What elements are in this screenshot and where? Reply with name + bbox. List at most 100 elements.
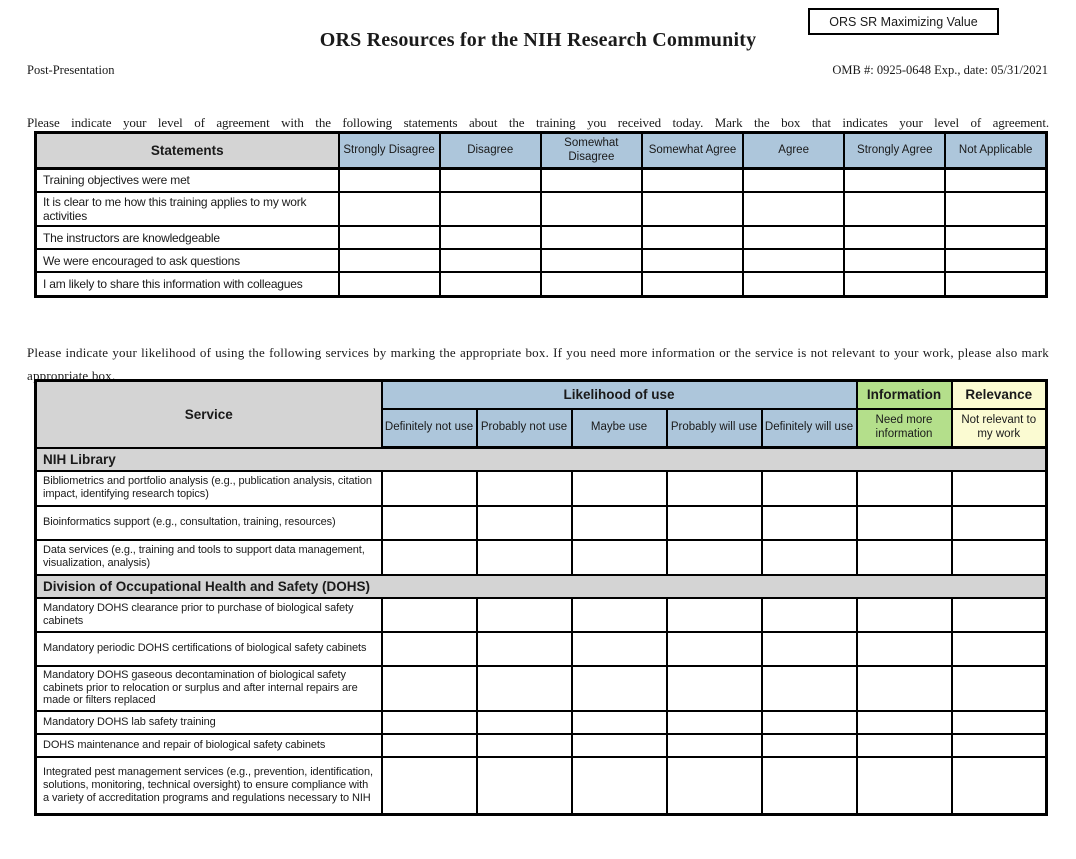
answer-cell[interactable] (855, 538, 953, 576)
answer-cell[interactable] (438, 225, 542, 251)
answer-cell[interactable] (855, 504, 953, 541)
answer-cell[interactable] (855, 709, 953, 735)
answer-cell[interactable] (665, 664, 763, 712)
answer-cell[interactable] (380, 664, 478, 712)
answer-cell[interactable] (665, 596, 763, 633)
answer-cell[interactable] (570, 504, 668, 541)
answer-cell[interactable] (438, 167, 542, 193)
answer-cell[interactable] (843, 225, 947, 251)
answer-cell[interactable] (760, 664, 858, 712)
answer-cell[interactable] (570, 755, 668, 816)
answer-cell[interactable] (640, 248, 745, 274)
answer-cell[interactable] (570, 596, 668, 633)
answer-cell[interactable] (475, 630, 573, 667)
answer-cell[interactable] (475, 504, 573, 541)
answer-cell[interactable] (665, 732, 763, 758)
answer-cell[interactable] (742, 271, 846, 298)
answer-cell[interactable] (438, 190, 542, 228)
answer-cell[interactable] (944, 190, 1048, 228)
answer-cell[interactable] (380, 732, 478, 758)
answer-cell[interactable] (855, 596, 953, 633)
answer-cell[interactable] (665, 504, 763, 541)
answer-cell[interactable] (843, 190, 947, 228)
answer-cell[interactable] (570, 469, 668, 507)
answer-cell[interactable] (380, 469, 478, 507)
service-label: Mandatory DOHS clearance prior to purcha… (34, 596, 383, 633)
answer-cell[interactable] (475, 755, 573, 816)
answer-cell[interactable] (855, 664, 953, 712)
answer-cell[interactable] (640, 271, 745, 298)
answer-cell[interactable] (539, 190, 643, 228)
answer-cell[interactable] (760, 596, 858, 633)
answer-cell[interactable] (539, 225, 643, 251)
answer-cell[interactable] (475, 469, 573, 507)
answer-cell[interactable] (950, 469, 1048, 507)
answer-cell[interactable] (539, 167, 643, 193)
answer-cell[interactable] (950, 664, 1048, 712)
answer-cell[interactable] (950, 538, 1048, 576)
answer-cell[interactable] (475, 664, 573, 712)
answer-cell[interactable] (665, 469, 763, 507)
answer-cell[interactable] (950, 732, 1048, 758)
answer-cell[interactable] (742, 190, 846, 228)
answer-cell[interactable] (760, 709, 858, 735)
answer-cell[interactable] (665, 709, 763, 735)
answer-cell[interactable] (760, 630, 858, 667)
answer-cell[interactable] (640, 190, 745, 228)
answer-cell[interactable] (760, 504, 858, 541)
answer-cell[interactable] (665, 755, 763, 816)
answer-cell[interactable] (855, 630, 953, 667)
answer-cell[interactable] (570, 732, 668, 758)
answer-cell[interactable] (640, 225, 745, 251)
answer-cell[interactable] (475, 709, 573, 735)
answer-cell[interactable] (855, 469, 953, 507)
answer-cell[interactable] (640, 167, 745, 193)
answer-cell[interactable] (944, 248, 1048, 274)
answer-cell[interactable] (843, 248, 947, 274)
answer-cell[interactable] (570, 630, 668, 667)
answer-cell[interactable] (475, 596, 573, 633)
answer-cell[interactable] (665, 630, 763, 667)
answer-cell[interactable] (438, 248, 542, 274)
answer-cell[interactable] (337, 167, 441, 193)
answer-cell[interactable] (855, 732, 953, 758)
service-label: Integrated pest management services (e.g… (34, 755, 383, 816)
answer-cell[interactable] (380, 538, 478, 576)
answer-cell[interactable] (843, 167, 947, 193)
answer-cell[interactable] (337, 225, 441, 251)
answer-cell[interactable] (337, 190, 441, 228)
answer-cell[interactable] (760, 755, 858, 816)
answer-cell[interactable] (742, 167, 846, 193)
answer-cell[interactable] (950, 709, 1048, 735)
answer-cell[interactable] (380, 504, 478, 541)
answer-cell[interactable] (570, 709, 668, 735)
answer-cell[interactable] (944, 271, 1048, 298)
answer-cell[interactable] (438, 271, 542, 298)
answer-cell[interactable] (843, 271, 947, 298)
answer-cell[interactable] (665, 538, 763, 576)
answer-cell[interactable] (539, 271, 643, 298)
answer-cell[interactable] (539, 248, 643, 274)
answer-cell[interactable] (950, 504, 1048, 541)
answer-cell[interactable] (760, 538, 858, 576)
answer-cell[interactable] (760, 732, 858, 758)
answer-cell[interactable] (475, 538, 573, 576)
answer-cell[interactable] (944, 225, 1048, 251)
answer-cell[interactable] (855, 755, 953, 816)
answer-cell[interactable] (742, 248, 846, 274)
answer-cell[interactable] (950, 596, 1048, 633)
answer-cell[interactable] (380, 755, 478, 816)
answer-cell[interactable] (380, 596, 478, 633)
answer-cell[interactable] (950, 755, 1048, 816)
answer-cell[interactable] (570, 538, 668, 576)
answer-cell[interactable] (380, 709, 478, 735)
answer-cell[interactable] (570, 664, 668, 712)
answer-cell[interactable] (337, 271, 441, 298)
answer-cell[interactable] (337, 248, 441, 274)
answer-cell[interactable] (380, 630, 478, 667)
answer-cell[interactable] (742, 225, 846, 251)
answer-cell[interactable] (944, 167, 1048, 193)
answer-cell[interactable] (950, 630, 1048, 667)
answer-cell[interactable] (475, 732, 573, 758)
answer-cell[interactable] (760, 469, 858, 507)
